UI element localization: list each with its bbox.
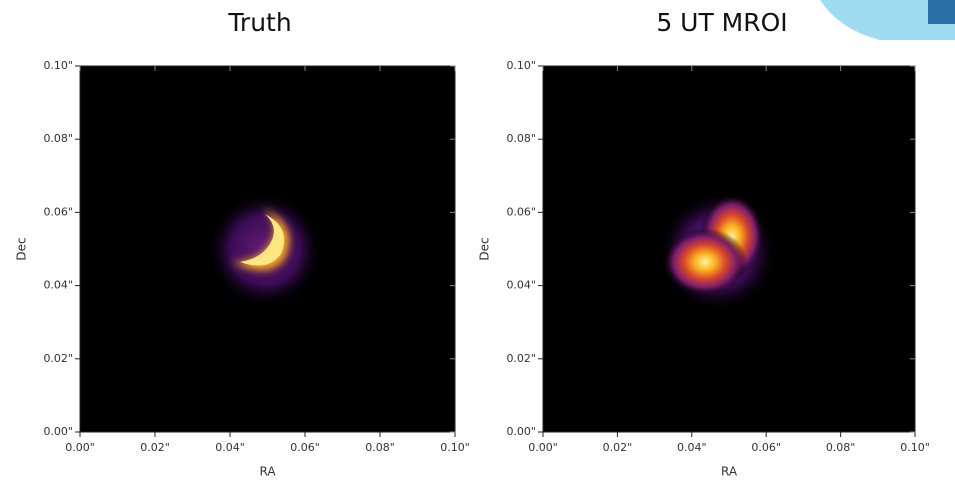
y-tick-label: 0.00" — [506, 425, 536, 438]
y-tick-label: 0.02" — [43, 352, 73, 365]
decoration — [820, 0, 955, 40]
x-tick-label: 0.04" — [215, 441, 245, 454]
x-axis-label: RA — [259, 465, 276, 479]
x-axis-label: RA — [721, 465, 738, 479]
panel-title: 5 UT MROI — [656, 8, 787, 37]
x-tick-label: 0.08" — [826, 441, 856, 454]
x-tick-label: 0.06" — [290, 441, 320, 454]
y-tick-label: 0.10" — [506, 59, 536, 72]
x-tick-label: 0.02" — [140, 441, 170, 454]
y-axis-label: Dec — [478, 237, 492, 260]
axes-frame — [542, 65, 916, 433]
y-tick-label: 0.06" — [43, 205, 73, 218]
x-tick-label: 0.10" — [440, 441, 470, 454]
truth-image — [207, 192, 323, 308]
y-tick-label: 0.10" — [43, 59, 73, 72]
mroi-image — [658, 192, 778, 312]
y-tick-label: 0.02" — [506, 352, 536, 365]
y-axis-label: Dec — [15, 237, 29, 260]
x-tick-label: 0.04" — [677, 441, 707, 454]
x-tick-label: 0.06" — [751, 441, 781, 454]
decoration — [928, 0, 955, 24]
panel-title: Truth — [227, 8, 291, 37]
y-tick-label: 0.08" — [43, 132, 73, 145]
y-tick-label: 0.04" — [43, 279, 73, 292]
y-tick-label: 0.00" — [43, 425, 73, 438]
axes-frame — [79, 65, 456, 433]
x-tick-label: 0.02" — [603, 441, 633, 454]
x-tick-label: 0.00" — [65, 441, 95, 454]
y-tick-label: 0.06" — [506, 205, 536, 218]
x-tick-label: 0.10" — [900, 441, 930, 454]
y-tick-label: 0.08" — [506, 132, 536, 145]
x-tick-label: 0.08" — [365, 441, 395, 454]
x-tick-label: 0.00" — [528, 441, 558, 454]
y-tick-label: 0.04" — [506, 279, 536, 292]
